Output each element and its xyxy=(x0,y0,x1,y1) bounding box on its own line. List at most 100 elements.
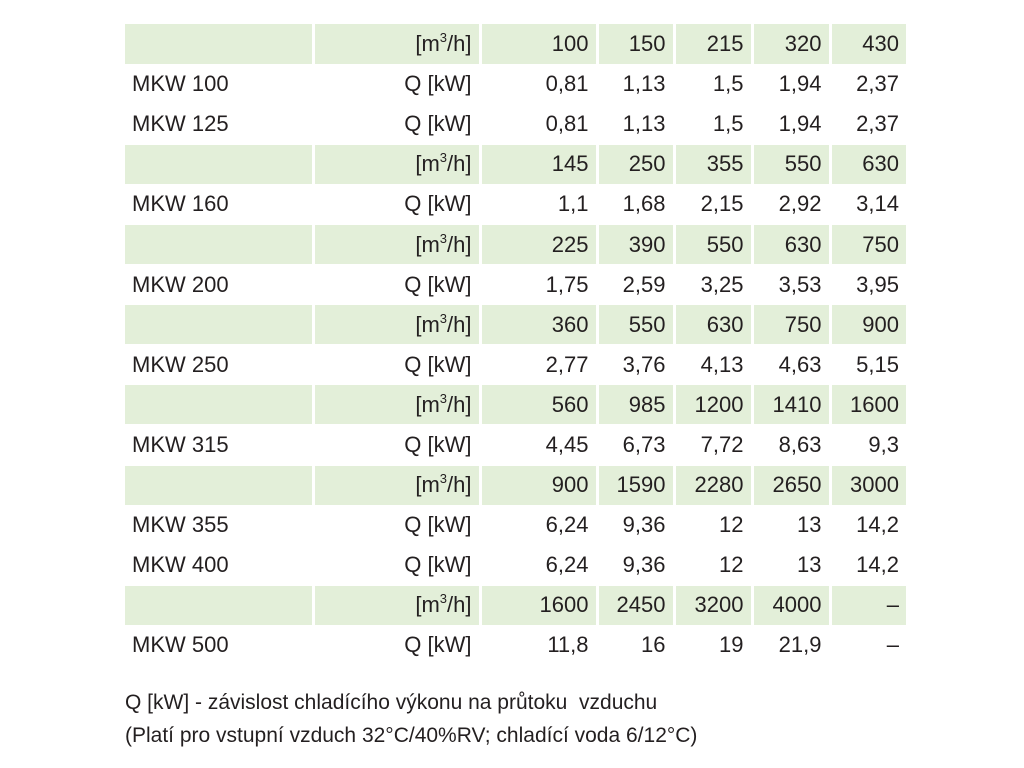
unit-text: /h] xyxy=(447,151,472,177)
value-cell: 3000 xyxy=(828,465,906,506)
value-cell: 19 xyxy=(672,625,752,667)
model-cell: MKW 400 xyxy=(125,545,313,586)
value-cell: 16 xyxy=(595,625,674,667)
value-cell: 11,8 xyxy=(478,625,597,667)
airflow-row: [m3/h] 1600 2450 3200 4000– xyxy=(125,585,906,626)
value-cell: 630 xyxy=(828,144,906,185)
value-cell: 320 xyxy=(750,24,830,65)
unit-text: [m xyxy=(415,592,440,618)
airflow-row: [m3/h] 225 390 550 630 750 xyxy=(125,224,906,266)
value-cell: 0,81 xyxy=(478,104,597,145)
unit-superscript: 3 xyxy=(439,230,448,246)
model-cell: MKW 315 xyxy=(125,424,313,466)
value-cell: 1200 xyxy=(672,384,752,426)
unit-superscript: 3 xyxy=(439,310,448,326)
model-cell xyxy=(125,144,313,185)
unit-cell: Q [kW] xyxy=(311,625,480,667)
value-cell: 750 xyxy=(750,304,830,346)
value-cell: 100 xyxy=(478,24,597,65)
value-cell: 630 xyxy=(672,304,752,346)
unit-text: [m xyxy=(415,472,440,498)
value-cell: 4,45 xyxy=(478,424,597,466)
model-cell: MKW 160 xyxy=(125,184,313,225)
value-cell: 1,5 xyxy=(672,104,752,145)
unit-text: [m xyxy=(415,231,440,257)
value-cell: 2,92 xyxy=(750,184,830,225)
value-cell: 3,14 xyxy=(828,184,906,225)
value-cell: 2,37 xyxy=(828,64,906,105)
model-cell xyxy=(125,24,313,65)
value-cell: 13 xyxy=(750,505,830,546)
unit-cell: [m3/h] xyxy=(311,585,480,626)
model-cell: MKW 200 xyxy=(125,264,313,306)
unit-text: [m xyxy=(415,151,440,177)
model-cell xyxy=(125,224,313,266)
unit-cell: [m3/h] xyxy=(311,304,480,346)
value-cell: 2,77 xyxy=(478,344,597,386)
unit-cell: Q [kW] xyxy=(311,505,480,546)
unit-text: /h] xyxy=(447,391,472,417)
value-cell: 1,94 xyxy=(750,104,830,145)
model-cell: MKW 250 xyxy=(125,344,313,386)
unit-text: /h] xyxy=(447,231,472,257)
unit-cell: [m3/h] xyxy=(311,24,480,65)
unit-superscript: 3 xyxy=(439,29,448,45)
unit-cell: Q [kW] xyxy=(311,104,480,145)
value-cell: 1,13 xyxy=(595,104,674,145)
value-cell: 12 xyxy=(672,545,752,586)
value-cell: 1600 xyxy=(828,384,906,426)
value-cell: 3,76 xyxy=(595,344,674,386)
value-cell: 750 xyxy=(828,224,906,266)
value-cell: 550 xyxy=(672,224,752,266)
unit-cell: Q [kW] xyxy=(311,424,480,466)
unit-text: /h] xyxy=(447,592,472,618)
value-cell: 2,15 xyxy=(672,184,752,225)
airflow-row: [m3/h] 360 550 630 750 900 xyxy=(125,304,906,346)
airflow-row: [m3/h] 560 985 1200 1410 1600 xyxy=(125,384,906,426)
unit-text: [m xyxy=(415,311,440,337)
airflow-row: [m3/h] 100 150 215 320 430 xyxy=(125,24,906,65)
unit-text: /h] xyxy=(447,472,472,498)
value-cell: 1590 xyxy=(595,465,674,506)
value-cell: 1,1 xyxy=(478,184,597,225)
unit-cell: [m3/h] xyxy=(311,465,480,506)
unit-cell: Q [kW] xyxy=(311,545,480,586)
capacity-row: MKW 160 Q [kW] 1,1 1,68 2,15 2,92 3,14 xyxy=(125,184,906,225)
value-cell: 2,59 xyxy=(595,264,674,306)
unit-cell: Q [kW] xyxy=(311,264,480,306)
value-cell: 4,63 xyxy=(750,344,830,386)
unit-cell: Q [kW] xyxy=(311,184,480,225)
value-cell: 12 xyxy=(672,505,752,546)
model-cell: MKW 100 xyxy=(125,64,313,105)
value-cell: 4000 xyxy=(750,585,830,626)
value-cell: 9,36 xyxy=(595,505,674,546)
value-cell: 3,95 xyxy=(828,264,906,306)
capacity-row: MKW 100 Q [kW] 0,81 1,13 1,5 1,94 2,37 xyxy=(125,64,906,105)
value-cell: – xyxy=(828,625,906,667)
capacity-row: MKW 200 Q [kW] 1,75 2,59 3,25 3,53 3,95 xyxy=(125,264,906,306)
value-cell: 2450 xyxy=(595,585,674,626)
value-cell: 5,15 xyxy=(828,344,906,386)
value-cell: 215 xyxy=(672,24,752,65)
value-cell: 3,25 xyxy=(672,264,752,306)
unit-text: [m xyxy=(415,30,440,56)
value-cell: 1,13 xyxy=(595,64,674,105)
value-cell: 360 xyxy=(478,304,597,346)
capacity-row: MKW 355 Q [kW] 6,24 9,36 12 13 14,2 xyxy=(125,505,906,546)
unit-cell: [m3/h] xyxy=(311,384,480,426)
capacity-row: MKW 400 Q [kW] 6,24 9,36 12 13 14,2 xyxy=(125,545,906,586)
model-cell xyxy=(125,304,313,346)
airflow-row: [m3/h] 900 1590 2280 2650 3000 xyxy=(125,465,906,506)
value-cell: 150 xyxy=(595,24,674,65)
value-cell: 1410 xyxy=(750,384,830,426)
value-cell: 145 xyxy=(478,144,597,185)
unit-cell: Q [kW] xyxy=(311,64,480,105)
model-cell xyxy=(125,465,313,506)
value-cell: 1600 xyxy=(478,585,597,626)
value-cell: 9,36 xyxy=(595,545,674,586)
value-cell: 6,24 xyxy=(478,545,597,586)
value-cell: 2,37 xyxy=(828,104,906,145)
unit-cell: Q [kW] xyxy=(311,344,480,386)
value-cell: 985 xyxy=(595,384,674,426)
value-cell: 3,53 xyxy=(750,264,830,306)
